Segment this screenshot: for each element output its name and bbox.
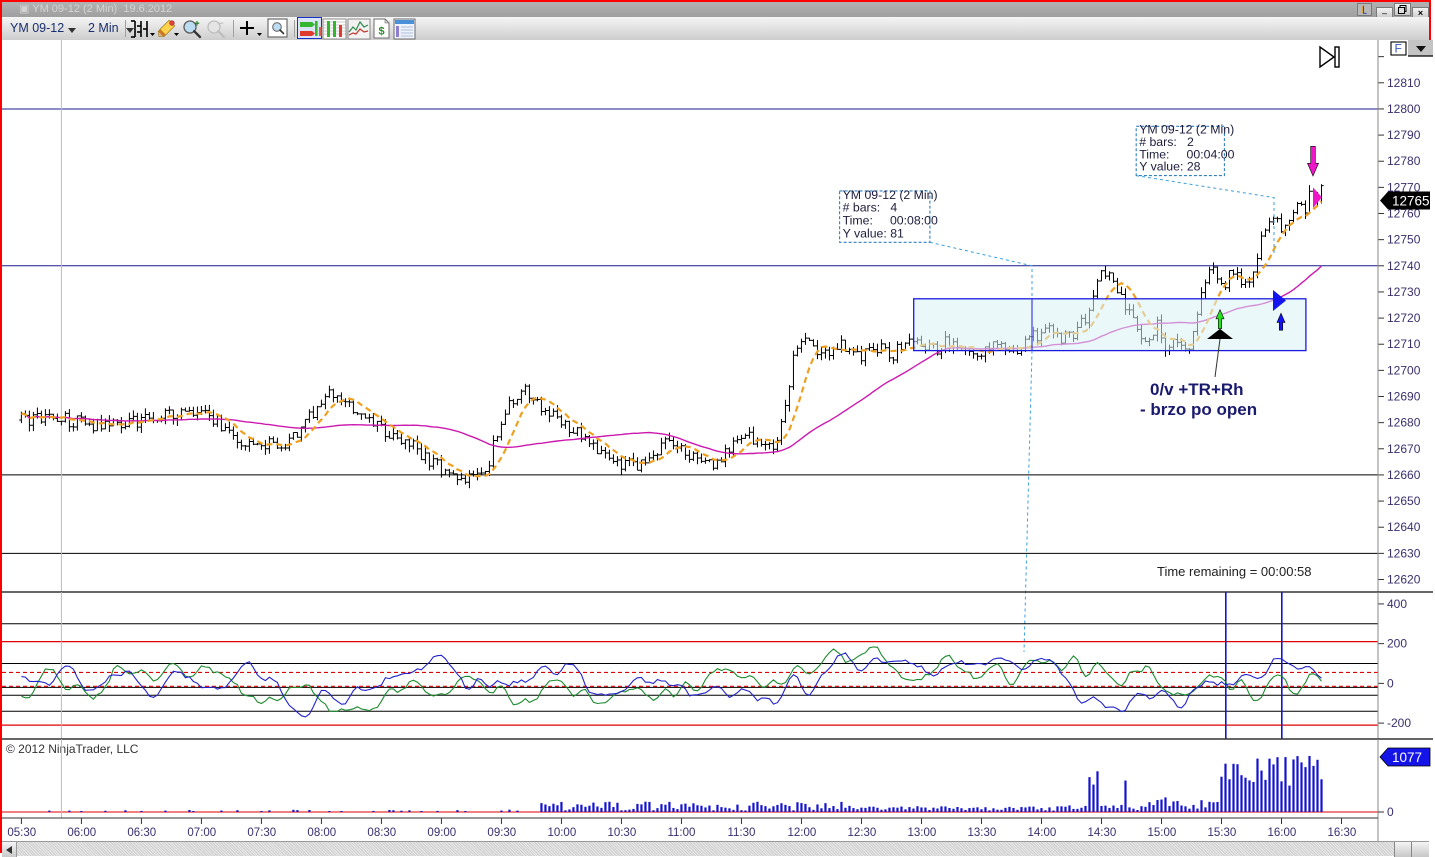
svg-text:0/v +TR+Rh: 0/v +TR+Rh (1150, 380, 1244, 399)
svg-text:12730: 12730 (1387, 285, 1421, 299)
svg-text:12800: 12800 (1387, 102, 1421, 116)
svg-text:12:30: 12:30 (847, 827, 876, 839)
svg-text:12670: 12670 (1387, 442, 1421, 456)
svg-text:07:30: 07:30 (247, 827, 276, 839)
svg-text:15:00: 15:00 (1147, 827, 1176, 839)
svg-text:12780: 12780 (1387, 154, 1421, 168)
svg-text:07:00: 07:00 (187, 827, 216, 839)
svg-text:08:30: 08:30 (367, 827, 396, 839)
svg-text:0: 0 (1387, 805, 1394, 819)
svg-text:12630: 12630 (1387, 546, 1421, 560)
svg-text:13:00: 13:00 (907, 827, 936, 839)
svg-text:12765: 12765 (1392, 193, 1430, 208)
svg-text:08:00: 08:00 (307, 827, 336, 839)
svg-text:12710: 12710 (1387, 337, 1421, 351)
svg-text:$: $ (378, 26, 384, 38)
svg-text:12660: 12660 (1387, 468, 1421, 482)
svg-text:12680: 12680 (1387, 416, 1421, 430)
svg-text:1077: 1077 (1392, 750, 1422, 765)
svg-text:16:30: 16:30 (1327, 827, 1356, 839)
svg-text:05:30: 05:30 (7, 827, 36, 839)
svg-text:12790: 12790 (1387, 128, 1421, 142)
svg-text:12810: 12810 (1387, 76, 1421, 90)
svg-text:200: 200 (1387, 637, 1407, 651)
svg-text:12650: 12650 (1387, 494, 1421, 508)
svg-text:11:00: 11:00 (667, 827, 695, 839)
svg-text:12720: 12720 (1387, 311, 1421, 325)
svg-text:11:30: 11:30 (727, 827, 755, 839)
svg-text:12:00: 12:00 (787, 827, 816, 839)
svg-text:12620: 12620 (1387, 573, 1421, 587)
svg-text:15:30: 15:30 (1207, 827, 1236, 839)
svg-text:Y value: 28: Y value: 28 (1139, 160, 1200, 174)
svg-text:0: 0 (1387, 676, 1394, 690)
svg-text:14:30: 14:30 (1087, 827, 1116, 839)
svg-text:10:30: 10:30 (607, 827, 636, 839)
svg-text:09:30: 09:30 (487, 827, 516, 839)
svg-text:12700: 12700 (1387, 363, 1421, 377)
svg-text:12640: 12640 (1387, 520, 1421, 534)
svg-text:-200: -200 (1387, 716, 1411, 730)
svg-text:16:00: 16:00 (1267, 827, 1296, 839)
svg-text:09:00: 09:00 (427, 827, 456, 839)
svg-text:14:00: 14:00 (1027, 827, 1056, 839)
svg-text:13:30: 13:30 (967, 827, 996, 839)
svg-text:12740: 12740 (1387, 259, 1421, 273)
svg-text:06:00: 06:00 (67, 827, 96, 839)
svg-text:© 2012 NinjaTrader, LLC: © 2012 NinjaTrader, LLC (6, 742, 139, 756)
svg-text:- brzo po open: - brzo po open (1140, 400, 1257, 419)
svg-text:F: F (1395, 42, 1402, 56)
svg-text:Y value: 81: Y value: 81 (843, 226, 904, 240)
svg-text:400: 400 (1387, 597, 1407, 611)
svg-text:12690: 12690 (1387, 390, 1421, 404)
svg-text:06:30: 06:30 (127, 827, 156, 839)
svg-text:Time remaining = 00:00:58: Time remaining = 00:00:58 (1157, 564, 1312, 579)
svg-text:12750: 12750 (1387, 233, 1421, 247)
svg-text:10:00: 10:00 (547, 827, 576, 839)
